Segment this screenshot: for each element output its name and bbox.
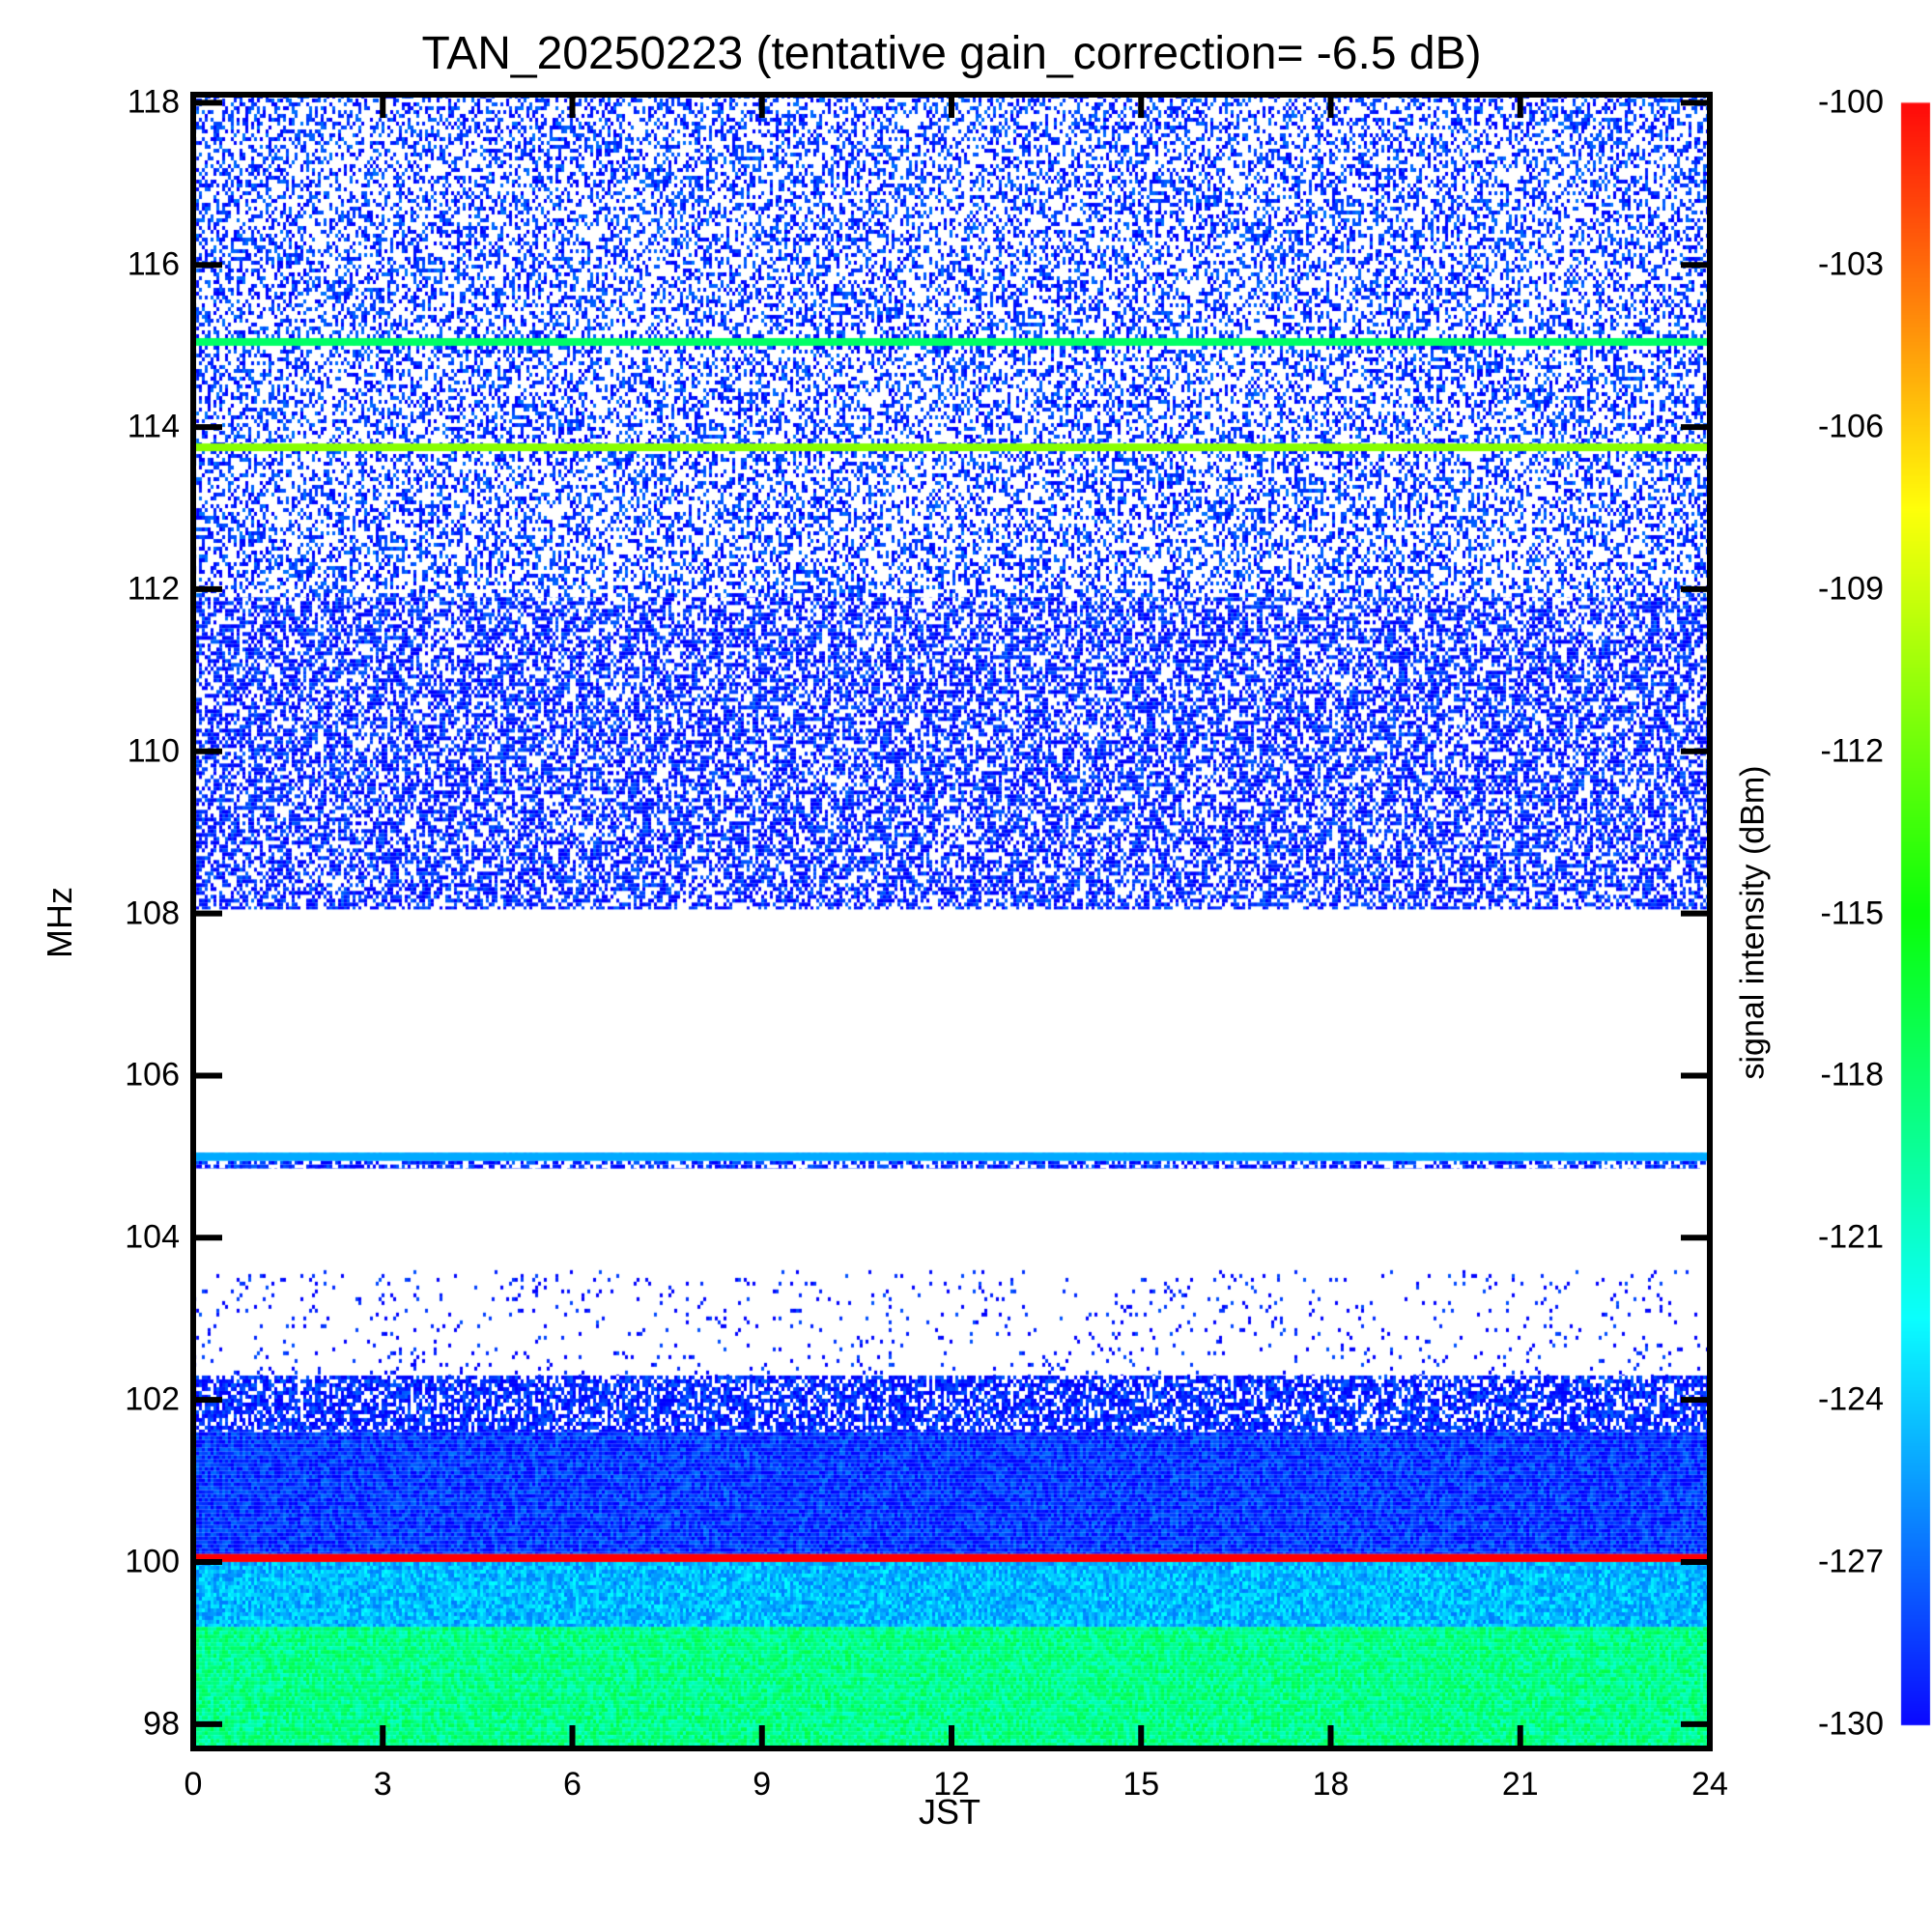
x-tick-label: 3 [373,1766,392,1803]
x-tick-label: 18 [1312,1766,1350,1803]
y-axis-label: MHz [40,887,79,958]
y-tick-label: 106 [125,1056,180,1094]
y-tick-label: 100 [125,1543,180,1580]
x-tick-label: 21 [1501,1766,1539,1803]
colorbar-tick-label: -130 [1817,1705,1884,1743]
colorbar-tick-label: -109 [1817,570,1884,608]
y-tick-label: 104 [125,1218,180,1256]
y-tick-label: 112 [127,570,180,608]
y-tick-label: 110 [127,732,180,770]
y-tick-label: 108 [125,895,180,932]
x-axis-label: JST [918,1792,981,1832]
x-tick-label: 15 [1122,1766,1160,1803]
y-tick-label: 98 [143,1705,180,1743]
colorbar-label: signal intensity (dBm) [1734,765,1772,1080]
x-tick-label: 12 [933,1766,970,1803]
y-tick-label: 102 [125,1380,180,1418]
colorbar-tick-label: -124 [1817,1380,1884,1418]
x-tick-label: 24 [1691,1766,1728,1803]
colorbar-tick-label: -121 [1817,1218,1884,1256]
colorbar-tick-label: -118 [1820,1056,1884,1094]
y-tick-label: 114 [127,408,180,445]
colorbar-tick-label: -112 [1820,732,1884,770]
x-tick-label: 0 [184,1766,203,1803]
colorbar-tick-label: -106 [1817,408,1884,445]
colorbar-tick-label: -127 [1817,1543,1884,1580]
colorbar-tick-label: -103 [1817,245,1884,283]
y-tick-label: 116 [127,245,180,283]
colorbar-tick-label: -100 [1817,83,1884,121]
plot-border [190,92,1713,1751]
x-tick-label: 6 [563,1766,582,1803]
chart-title: TAN_20250223 (tentative gain_correction=… [421,28,1482,79]
y-tick-label: 118 [127,83,180,121]
colorbar-tick-label: -115 [1820,895,1884,932]
x-tick-label: 9 [753,1766,772,1803]
